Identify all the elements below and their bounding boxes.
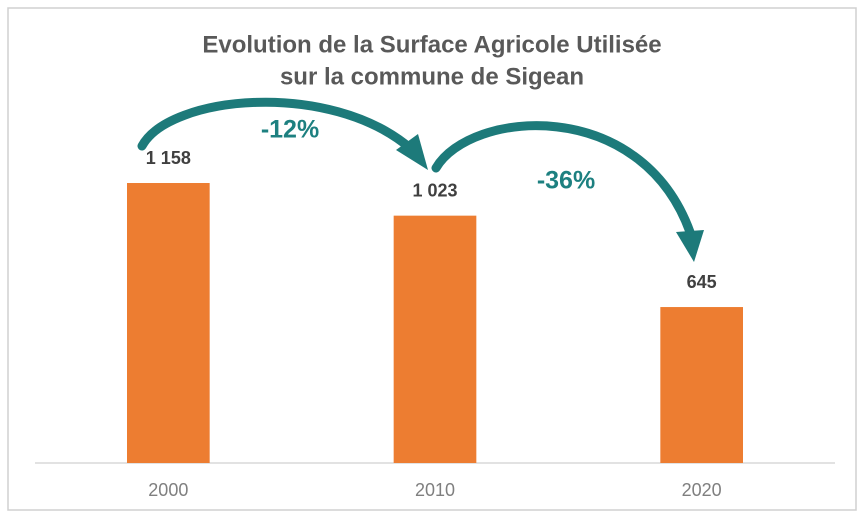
x-tick-label: 2000 [148,480,188,500]
arrow-head [396,134,428,170]
x-tick-label: 2010 [415,480,455,500]
data-label: 1 023 [412,180,457,200]
data-label: 645 [687,272,717,292]
annotation: -12% [261,116,319,144]
arrow [137,97,415,153]
arrow-head [676,230,704,262]
arrows [137,97,695,237]
bar [393,215,477,463]
bar [127,183,210,463]
data-label: 1 158 [146,148,191,168]
chart-title: sur la commune de Sigean [280,63,584,90]
bar [660,307,743,463]
chart-title: Evolution de la Surface Agricole Utilisé… [202,31,661,58]
x-tick-label: 2020 [682,480,722,500]
annotation: -36% [537,167,595,195]
arrow [431,121,695,237]
